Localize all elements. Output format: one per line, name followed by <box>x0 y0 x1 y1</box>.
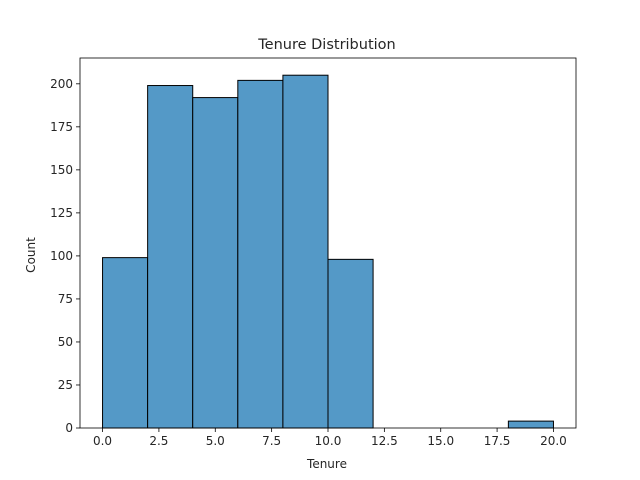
bar-bin-2 <box>192 97 239 429</box>
y-tick-label: 50 <box>58 335 73 349</box>
bar-bin-9 <box>507 420 554 429</box>
y-tick-label: 125 <box>50 206 73 220</box>
bar-bin-3 <box>237 79 284 429</box>
x-tick-label: 20.0 <box>540 434 567 448</box>
y-tick-label: 200 <box>50 77 73 91</box>
y-tick-label: 175 <box>50 120 73 134</box>
y-axis: 0 25 50 75 100 125 150 175 200 <box>50 77 80 435</box>
x-tick-label: 10.0 <box>315 434 342 448</box>
x-tick-label: 0.0 <box>93 434 112 448</box>
y-tick-label: 75 <box>58 292 73 306</box>
bar-bin-5 <box>327 258 374 429</box>
bar-bin-4 <box>282 74 329 429</box>
bars-group <box>102 74 554 429</box>
x-tick-label: 5.0 <box>206 434 225 448</box>
x-tick-label: 7.5 <box>262 434 281 448</box>
y-tick-label: 100 <box>50 249 73 263</box>
x-tick-label: 17.5 <box>484 434 511 448</box>
x-tick-label: 12.5 <box>371 434 398 448</box>
x-axis: 0.0 2.5 5.0 7.5 10.0 12.5 15.0 17.5 20.0 <box>93 428 567 448</box>
y-tick-label: 150 <box>50 163 73 177</box>
y-axis-label: Count <box>24 237 38 273</box>
y-tick-label: 25 <box>58 378 73 392</box>
x-tick-label: 2.5 <box>149 434 168 448</box>
x-axis-label: Tenure <box>306 457 347 471</box>
y-tick-label: 0 <box>65 421 73 435</box>
bar-bin-0 <box>102 257 149 429</box>
bar-bin-1 <box>147 85 194 429</box>
chart-title: Tenure Distribution <box>257 37 395 53</box>
x-tick-label: 15.0 <box>427 434 454 448</box>
